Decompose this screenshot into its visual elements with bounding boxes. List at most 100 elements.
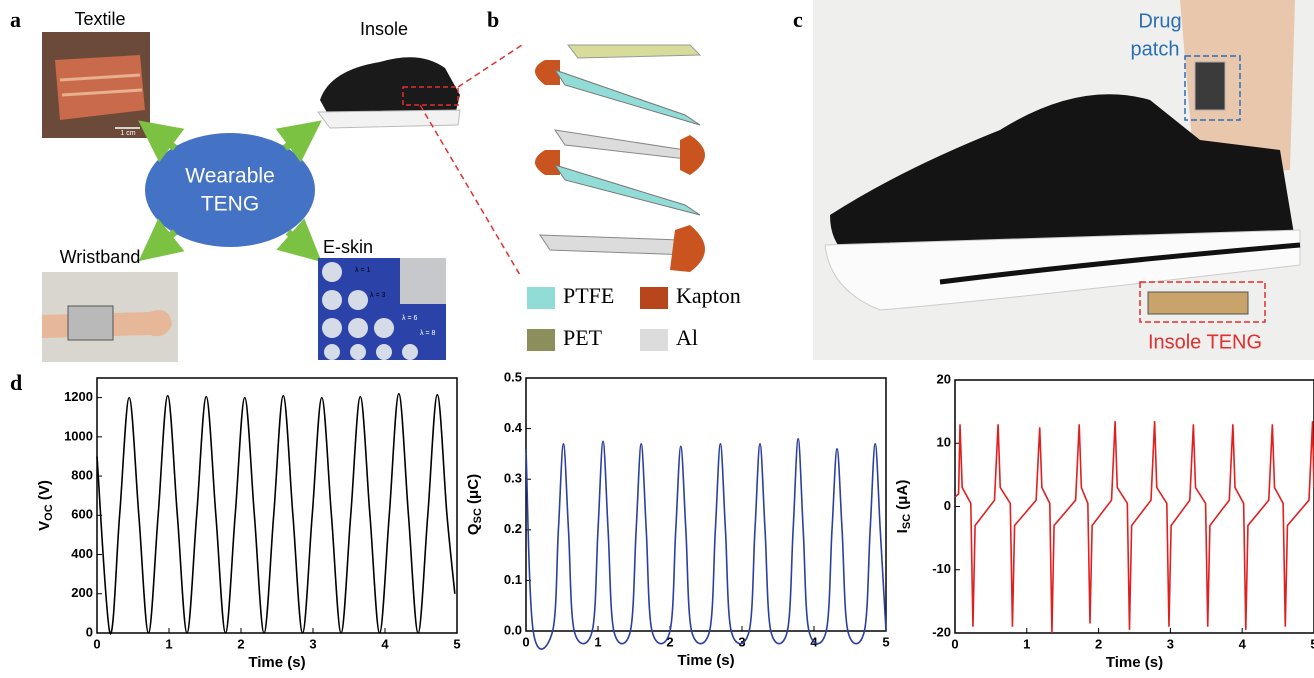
insole-teng (1148, 292, 1248, 314)
y-axis-label-part: (μC) (465, 474, 482, 508)
y-tick-label: 800 (71, 468, 93, 483)
y-tick-label: 0 (944, 498, 951, 513)
x-tick-label: 2 (1095, 636, 1102, 651)
panel-b (535, 45, 705, 272)
x-tick-label: 0 (522, 634, 529, 649)
y-axis-label-part: (μA) (894, 480, 911, 514)
y-axis-label-part: SC (901, 514, 913, 529)
x-axis-label: Time (s) (248, 654, 305, 671)
label: patch (1131, 38, 1180, 60)
y-axis-label-part: OC (43, 504, 55, 521)
label: Drug (1138, 10, 1181, 32)
legend-label: PET (563, 325, 603, 350)
panel-label: b (487, 7, 499, 32)
x-tick-label: 3 (309, 636, 316, 651)
panel-label: d (10, 370, 22, 395)
mark: λ = 1 (355, 267, 370, 274)
x-axis-label: Time (s) (1106, 654, 1163, 671)
textile (55, 55, 145, 120)
y-tick-label: 0.5 (504, 369, 522, 384)
x-tick-label: 5 (453, 636, 460, 651)
y-tick-label: 0.1 (504, 572, 522, 587)
center-text: TENG (201, 193, 259, 216)
y-axis-label-part: V (36, 521, 53, 531)
panel-c: Drug patch Insole TENG (813, 0, 1314, 360)
x-tick-label: 0 (951, 636, 958, 651)
scale-text: 1 cm (120, 130, 135, 137)
center-text: Wearable (185, 165, 275, 188)
legend-swatch (527, 287, 555, 309)
x-tick-label: 1 (165, 636, 172, 651)
x-tick-label: 1 (1023, 636, 1030, 651)
layer (568, 45, 700, 58)
y-tick-label: 0.2 (504, 521, 522, 536)
y-tick-label: 400 (71, 546, 93, 561)
label: Textile (74, 9, 125, 29)
y-axis-label: ISC (μA) (894, 480, 913, 534)
x-tick-label: 0 (93, 636, 100, 651)
plot-frame (955, 380, 1314, 633)
x-tick-label: 5 (882, 634, 889, 649)
x-tick-label: 5 (1310, 636, 1314, 651)
panel-a: Textile 1 cm Insole Wearable TENG Wristb… (42, 9, 522, 362)
kapton (535, 150, 560, 175)
legend-swatch (527, 329, 555, 351)
center-ellipse (145, 133, 315, 247)
y-tick-label: 1200 (64, 389, 93, 404)
label: Insole (360, 19, 408, 39)
wristband (68, 306, 113, 340)
x-tick-label: 3 (1167, 636, 1174, 651)
y-tick-label: 200 (71, 585, 93, 600)
plot-frame (97, 378, 457, 633)
y-tick-label: 1000 (64, 428, 93, 443)
drug-patch (1195, 62, 1225, 110)
y-axis-label-part: (V) (36, 480, 53, 504)
label: Wristband (60, 247, 141, 267)
y-tick-label: 0.4 (504, 420, 523, 435)
y-tick-label: 600 (71, 507, 93, 522)
y-axis-label-part: SC (472, 508, 484, 523)
zoom-line (420, 105, 520, 275)
kapton (680, 135, 705, 175)
x-tick-label: 4 (1239, 636, 1247, 651)
y-tick-label: 0.3 (504, 471, 522, 486)
sole (318, 110, 460, 128)
panel-label: c (793, 7, 803, 32)
x-tick-label: 1 (594, 634, 601, 649)
y-axis-label-part: Q (465, 523, 482, 535)
panel-label: a (10, 7, 21, 32)
mark: λ = 8 (420, 330, 435, 337)
data-line (955, 421, 1314, 633)
layer (555, 165, 700, 215)
y-tick-label: -10 (932, 561, 951, 576)
y-axis-label: QSC (μC) (465, 474, 484, 535)
label: E-skin (323, 237, 373, 257)
zoom-line (458, 45, 522, 87)
layer (555, 130, 695, 160)
legend-label: Kapton (676, 283, 741, 308)
legend-label: PTFE (563, 283, 614, 308)
x-tick-label: 2 (237, 636, 244, 651)
mark: λ = 3 (370, 292, 385, 299)
legend-swatch (640, 287, 668, 309)
legend-label: Al (676, 325, 698, 350)
figure: a b c d Textile 1 cm Insole Wearable TEN… (0, 0, 1314, 678)
y-tick-label: 0.0 (504, 622, 522, 637)
y-tick-label: 10 (937, 435, 951, 450)
hand-photo (400, 258, 446, 304)
page: {"panel_labels":["a","b","c","d"], "pane… (0, 0, 1314, 678)
kapton (670, 225, 705, 272)
data-line (526, 439, 886, 649)
mark: λ = 6 (402, 315, 417, 322)
plot-frame (526, 378, 886, 631)
y-tick-label: -20 (932, 624, 951, 639)
label: Insole TENG (1148, 331, 1262, 353)
data-line (97, 394, 455, 634)
y-tick-label: 0 (86, 624, 93, 639)
y-axis-label: VOC (V) (36, 480, 55, 531)
layer (540, 235, 690, 255)
y-tick-label: 20 (937, 371, 951, 386)
layer (555, 70, 700, 125)
legend-swatch (640, 329, 668, 351)
x-tick-label: 4 (381, 636, 389, 651)
